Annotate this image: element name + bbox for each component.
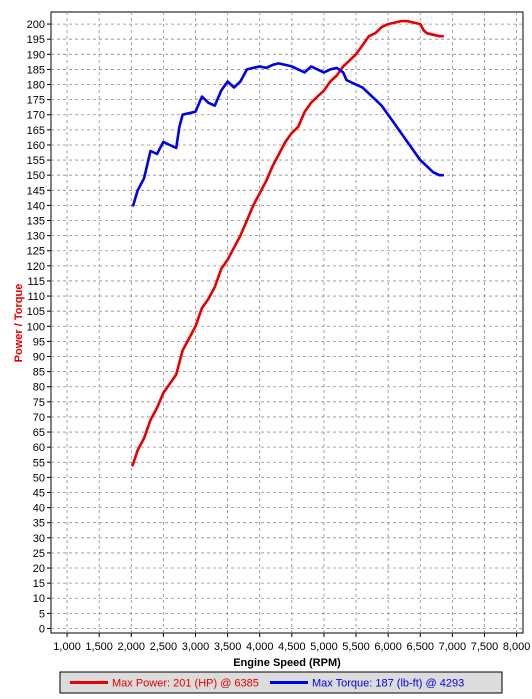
x-tick-label: 2,000 [118,641,146,653]
y-tick-label: 100 [27,321,45,333]
x-tick-label: 7,500 [471,641,499,653]
y-tick-label: 0 [39,623,45,635]
y-tick-label: 115 [27,276,45,288]
y-tick-label: 35 [33,518,45,530]
y-tick-label: 150 [27,170,45,182]
x-tick-label: 5,500 [342,641,370,653]
y-tick-label: 90 [33,351,45,363]
x-tick-label: 8,000 [503,641,531,653]
plot-area [50,11,524,634]
y-tick-label: 70 [33,412,45,424]
y-tick-label: 50 [33,472,45,484]
y-tick-label: 185 [27,64,45,76]
y-tick-label: 85 [33,367,45,379]
x-tick-label: 1,000 [53,641,81,653]
y-tick-label: 15 [33,578,45,590]
y-axis-ticks: 0 5 10 15 20 25 30 35 40 45 50 55 60 65 70 75 80 85 90 95 10… [27,19,51,635]
y-tick-label: 170 [27,110,45,122]
x-tick-label: 6,500 [406,641,434,653]
y-tick-label: 95 [33,336,45,348]
legend-label-power: Max Power: 201 (HP) @ 6385 [112,678,259,690]
y-tick-label: 110 [27,291,45,303]
y-tick-label: 60 [33,442,45,454]
x-tick-label: 4,000 [246,641,274,653]
y-tick-label: 45 [33,487,45,499]
x-tick-label: 2,500 [150,641,178,653]
y-tick-label: 145 [27,185,45,197]
y-tick-label: 120 [27,261,45,273]
y-tick-label: 25 [33,548,45,560]
x-tick-label: 4,500 [278,641,306,653]
y-tick-label: 105 [27,306,45,318]
x-axis-title: Engine Speed (RPM) [233,657,341,669]
x-axis-ticks: 1,000 1,500 2,000 2,500 3,000 3,500 4,000 4,500… [53,633,530,653]
y-tick-label: 40 [33,503,45,515]
x-tick-label: 3,000 [182,641,210,653]
y-tick-label: 75 [33,397,45,409]
y-tick-label: 175 [27,95,45,107]
x-tick-label: 7,000 [439,641,467,653]
x-tick-label: 5,000 [310,641,338,653]
y-tick-label: 80 [33,382,45,394]
x-tick-label: 6,000 [374,641,402,653]
y-tick-label: 5 [39,608,45,620]
torque-curve-line [131,62,445,207]
y-tick-label: 155 [27,155,45,167]
y-tick-label: 190 [27,49,45,61]
y-tick-label: 10 [33,593,45,605]
y-axis-title: Power / Torque [13,284,25,363]
y-tick-label: 165 [27,125,45,137]
y-tick-label: 30 [33,533,45,545]
y-tick-label: 130 [27,231,45,243]
y-tick-label: 65 [33,427,45,439]
power-curve-line [131,19,445,467]
y-tick-label: 20 [33,563,45,575]
y-tick-label: 180 [27,80,45,92]
y-tick-label: 160 [27,140,45,152]
y-tick-label: 55 [33,457,45,469]
y-tick-label: 200 [27,19,45,31]
series-lines [131,19,445,467]
y-tick-label: 135 [27,216,45,228]
legend-label-torque: Max Torque: 187 (lb-ft) @ 4293 [312,678,464,690]
y-tick-label: 195 [27,34,45,46]
y-tick-label: 125 [27,246,45,258]
grid [51,12,523,633]
x-tick-label: 1,500 [85,641,113,653]
x-tick-label: 3,500 [214,641,242,653]
y-tick-label: 140 [27,200,45,212]
legend: Max Power: 201 (HP) @ 6385 Max Torque: 1… [59,671,503,694]
